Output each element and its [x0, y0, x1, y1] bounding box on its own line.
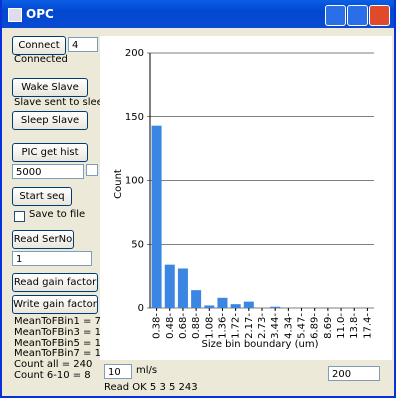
x-tick-label: 1.08-	[204, 313, 215, 339]
flow-input[interactable]: 10	[104, 364, 132, 379]
stat-line: Count all = 240	[14, 359, 93, 371]
serno-button[interactable]: Read SerNo	[12, 230, 74, 249]
port-value: 4	[72, 40, 79, 51]
y-tick-label: 50	[131, 239, 144, 250]
x-tick-label: 4.34-	[283, 313, 294, 339]
bar	[230, 304, 241, 308]
stat-line: MeanToFBin3 = 106	[14, 326, 114, 338]
x-tick-label: 2.73-	[257, 313, 268, 339]
read-gain-button[interactable]: Read gain factor	[12, 273, 98, 292]
status-label: Connected	[14, 54, 68, 65]
y-tick-label: 200	[125, 48, 144, 59]
hist-input[interactable]: 5000	[12, 164, 84, 179]
bar	[191, 290, 202, 308]
minimize-button[interactable]	[325, 5, 346, 26]
bar	[270, 306, 281, 308]
stat-line: Count 6-10 = 8	[14, 370, 91, 381]
chart: Count Size bin boundary (um) 0 50 100 150 20…	[100, 36, 392, 360]
close-button[interactable]	[369, 5, 390, 26]
x-tick-label: 0.48-	[165, 313, 176, 339]
title-bar: OPC	[2, 0, 394, 28]
x-tick-label: 6.89-	[310, 313, 321, 339]
x-tick-label: 13.8-	[349, 313, 360, 339]
stat-line: MeanToFBin7 = 121	[14, 348, 114, 360]
x-tick-label: 3.44-	[270, 313, 281, 339]
wake-button[interactable]: Wake Slave	[12, 78, 88, 97]
app-icon	[8, 8, 22, 22]
maximize-button[interactable]	[347, 5, 368, 26]
read-status: Read OK 5 3 5 243	[104, 382, 198, 393]
bar	[164, 264, 175, 308]
x-tick-label: 1.36-	[217, 313, 228, 339]
max-input[interactable]: 200	[328, 366, 380, 381]
hist-spin[interactable]	[86, 164, 98, 176]
x-axis-title: Size bin boundary (um)	[201, 339, 318, 350]
y-tick-label: 100	[125, 176, 144, 187]
bar	[151, 125, 162, 308]
window-title: OPC	[26, 7, 54, 21]
sleep-status: Slave sent to sleep	[14, 97, 110, 108]
port-select[interactable]: 4	[68, 37, 98, 52]
x-tick-label: 5.47-	[297, 313, 308, 339]
x-tick-label: 2.17-	[244, 313, 255, 339]
start-button[interactable]: Start seq	[12, 187, 72, 206]
y-tick-label: 150	[125, 112, 144, 123]
bar	[204, 305, 215, 308]
x-tick-label: 1.72-	[231, 313, 242, 339]
y-axis-title: Count	[113, 169, 124, 199]
sleep-button[interactable]: Sleep Slave	[12, 111, 88, 130]
x-tick-label: 8.69-	[323, 313, 334, 339]
hist-button[interactable]: PIC get hist	[12, 143, 88, 162]
bar	[217, 297, 228, 308]
x-tick-label: 0.38-	[152, 313, 163, 339]
y-tick-label: 0	[138, 303, 144, 314]
bar	[243, 301, 254, 308]
connect-button[interactable]: Connect	[12, 36, 66, 55]
bar	[177, 268, 188, 308]
x-tick-label: 17.4-	[362, 313, 373, 339]
save-label: Save to file	[29, 209, 86, 220]
x-tick-label: 0.88-	[191, 313, 202, 339]
serno-input[interactable]: 1	[12, 251, 92, 266]
stat-line: MeanToFBin5 = 114	[14, 337, 114, 349]
write-gain-button[interactable]: Write gain factor	[12, 295, 98, 314]
flow-unit: ml/s	[136, 365, 158, 376]
x-tick-label: 11.0-	[336, 313, 347, 339]
save-checkbox[interactable]	[14, 211, 25, 222]
stat-line: MeanToFBin1 = 71	[14, 316, 108, 327]
x-tick-label: 0.68-	[178, 313, 189, 339]
